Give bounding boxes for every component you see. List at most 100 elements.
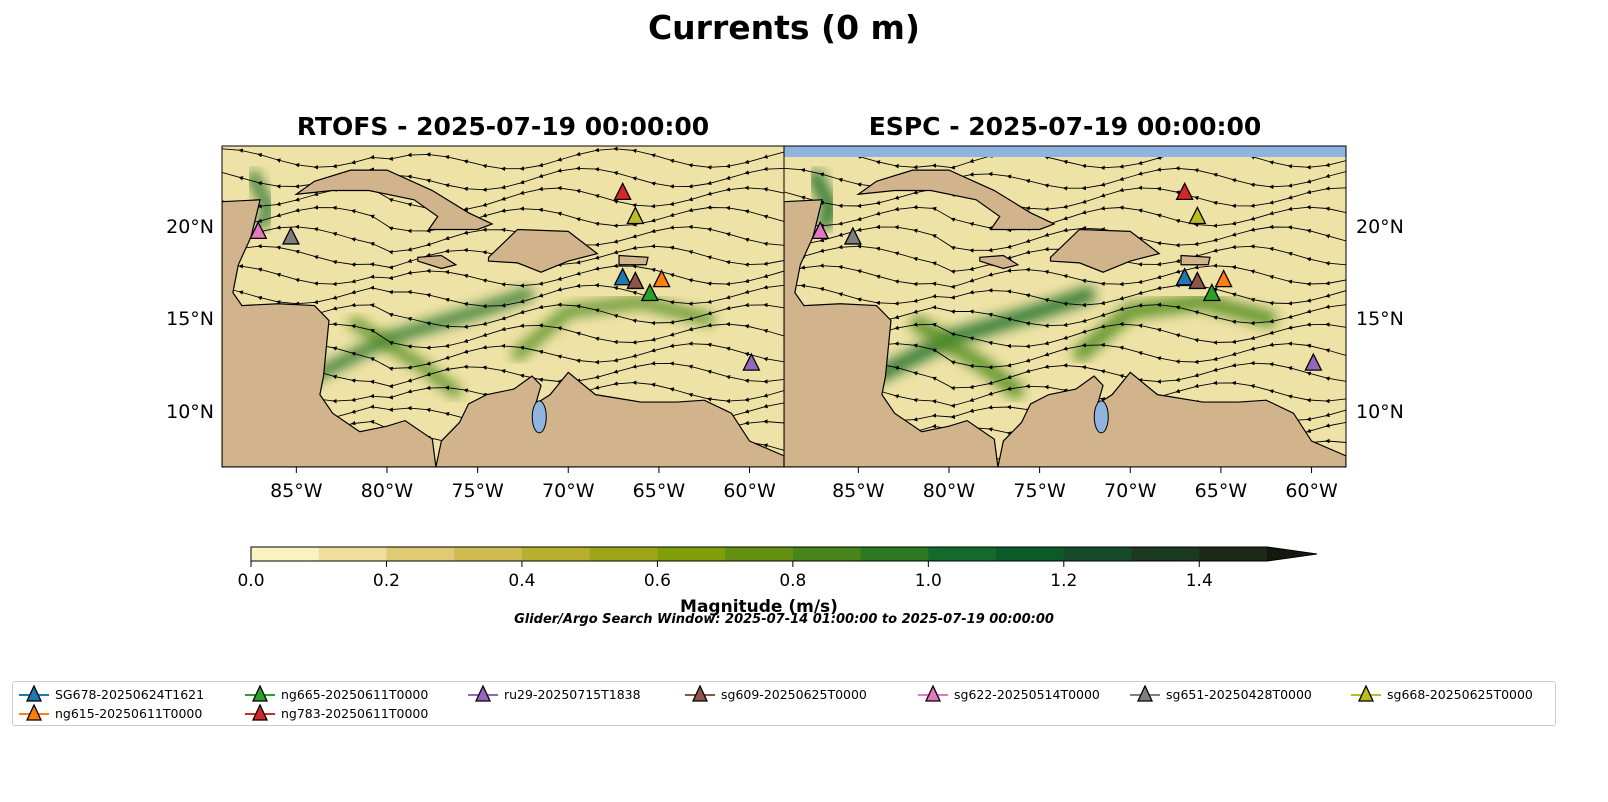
glider-marker: [613, 181, 632, 201]
land-cuba: [856, 169, 1056, 231]
legend-item: ng665-20250611T0000: [245, 685, 428, 703]
streamline: [784, 204, 1346, 233]
lat-tick-label: 20°N: [166, 215, 214, 238]
colorbar-tick-label: 1.0: [914, 571, 942, 591]
streamline: [222, 185, 784, 213]
triangle-marker-icon: [19, 704, 49, 721]
glider-marker: [626, 206, 645, 225]
glider-marker: [626, 270, 645, 290]
lat-tick-label: 15°N: [1356, 308, 1404, 331]
colorbar-bin: [454, 547, 523, 561]
legend-label: SG678-20250624T1621: [55, 686, 205, 702]
lake-maracaibo: [1093, 400, 1109, 434]
colorbar-tick-label: 1.4: [1185, 571, 1213, 591]
triangle-marker-icon: [1351, 685, 1381, 702]
land-hispaniola: [487, 228, 599, 273]
colorbar-extend: [1267, 547, 1317, 561]
colorbar-tick-label: 1.2: [1050, 571, 1078, 591]
search-window-text: Glider/Argo Search Window: 2025-07-14 01…: [514, 612, 1054, 627]
glider-marker: [249, 220, 268, 240]
land-central: [222, 199, 437, 467]
streamline: [222, 146, 784, 172]
land-puertorico: [1180, 254, 1211, 266]
glider-marker: [1188, 270, 1207, 290]
panel-title-rtofs: RTOFS - 2025-07-19 00:00:00: [296, 112, 710, 141]
lon-tick-label: 65°W: [1194, 480, 1248, 502]
colorbar-tick-label: 0.2: [372, 571, 400, 591]
glider-marker: [811, 220, 830, 240]
colorbar-bin: [1131, 547, 1200, 561]
legend-label: ru29-20250715T1838: [504, 686, 641, 702]
legend-item: ng783-20250611T0000: [245, 704, 428, 722]
glider-marker: [1202, 283, 1221, 302]
legend-item: sg668-20250625T0000: [1351, 685, 1533, 703]
land-jamaica: [979, 254, 1020, 270]
land-jamaica: [417, 254, 458, 270]
lon-tick-label: 85°W: [270, 480, 323, 502]
lon-tick-label: 85°W: [832, 480, 885, 502]
glider-marker: [1175, 267, 1194, 286]
colorbar-tick-label: 0.6: [643, 571, 671, 591]
lat-tick-label: 20°N: [1356, 215, 1404, 238]
colorbar-bin: [386, 547, 455, 561]
lon-tick-label: 60°W: [723, 480, 776, 502]
lon-tick-label: 60°W: [1285, 480, 1338, 502]
streamline: [222, 263, 784, 288]
legend-item: SG678-20250624T1621: [19, 685, 204, 703]
colorbar-bin: [1199, 547, 1268, 561]
land-puertorico: [618, 254, 649, 266]
streamline: [784, 185, 1346, 212]
legend-label: sg609-20250625T0000: [721, 686, 867, 702]
colorbar-tick-label: 0.8: [779, 571, 807, 591]
lat-tick-label: 15°N: [166, 308, 214, 331]
lon-tick-label: 75°W: [451, 480, 504, 502]
streamline: [222, 283, 784, 309]
legend-item: sg609-20250625T0000: [685, 685, 867, 703]
triangle-marker-icon: [685, 685, 715, 702]
legend-label: sg651-20250428T0000: [1166, 686, 1312, 702]
lat-tick-label: 10°N: [166, 401, 214, 424]
glider-marker: [742, 352, 761, 371]
legend-item: ru29-20250715T1838: [468, 685, 641, 703]
espc-map: [784, 146, 1346, 467]
no-data-strip: [784, 146, 1346, 157]
figure-title: Currents (0 m): [647, 8, 921, 47]
legend-item: sg651-20250428T0000: [1130, 685, 1312, 703]
legend: SG678-20250624T1621 ng615-20250611T0000 ng…: [12, 681, 1556, 726]
land-southam: [997, 371, 1346, 467]
rtofs-map: [222, 146, 784, 467]
triangle-marker-icon: [1130, 685, 1160, 702]
glider-marker: [1188, 206, 1207, 225]
glider-marker: [1214, 269, 1233, 288]
colorbar-bin: [318, 547, 387, 561]
land-hispaniola: [1049, 228, 1161, 273]
panel-title-espc: ESPC - 2025-07-19 00:00:00: [868, 112, 1262, 141]
colorbar-bin: [792, 547, 862, 561]
panel-frame: [783, 145, 1347, 468]
colorbar-bin: [657, 547, 726, 561]
colorbar-bin: [251, 547, 320, 561]
colorbar-bin: [996, 547, 1065, 561]
lon-tick-label: 65°W: [632, 480, 686, 502]
colorbar-label: Magnitude (m/s): [680, 597, 838, 617]
glider-marker: [640, 283, 659, 302]
colorbar-outline: [250, 546, 1318, 562]
land-cuba: [294, 169, 494, 231]
lon-tick-label: 80°W: [922, 480, 976, 502]
legend-item: ng615-20250611T0000: [19, 704, 202, 722]
glider-marker: [1304, 352, 1323, 371]
colorbar-bin: [589, 547, 658, 561]
glider-marker: [843, 226, 862, 245]
glider-marker: [281, 226, 300, 245]
legend-label: ng665-20250611T0000: [281, 686, 429, 702]
lon-tick-label: 80°W: [360, 480, 414, 502]
land-southam: [435, 371, 784, 467]
legend-label: sg668-20250625T0000: [1387, 686, 1533, 702]
legend-label: sg622-20250514T0000: [954, 686, 1100, 702]
lon-tick-label: 70°W: [542, 480, 595, 502]
glider-marker: [1175, 181, 1194, 201]
lat-tick-label: 10°N: [1356, 401, 1404, 424]
glider-marker: [652, 269, 671, 288]
